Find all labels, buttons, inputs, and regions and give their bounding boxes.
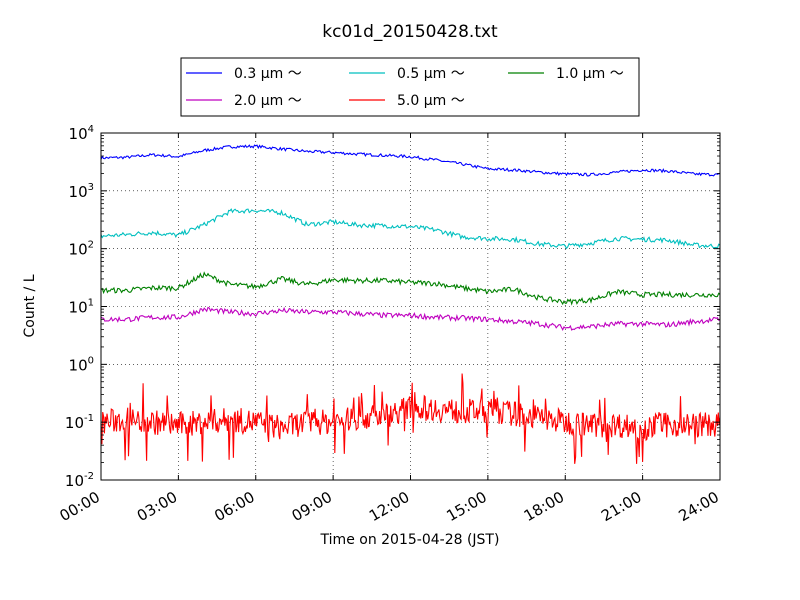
legend-label: 5.0 μm ～ xyxy=(397,93,465,109)
legend: 0.3 μm ～ 0.5 μm ～ 1.0 μm ～ 2.0 μm ～ 5.0 μm ～ xyxy=(180,57,640,117)
series-line xyxy=(100,144,720,177)
y-axis: 10-2 10-1 100 101 102 103 104 xyxy=(65,124,720,490)
legend-label: 1.0 μm ～ xyxy=(556,66,624,82)
y-tick-label: 101 xyxy=(69,298,94,317)
series-line xyxy=(100,208,721,250)
y-tick-label: 100 xyxy=(69,355,94,374)
x-axis-label: Time on 2015-04-28 (JST) xyxy=(320,532,500,548)
chart-title: kc01d_20150428.txt xyxy=(322,22,498,42)
y-tick-label: 103 xyxy=(69,182,94,201)
y-axis-label: Count / L xyxy=(22,274,38,337)
legend-label: 2.0 μm ～ xyxy=(234,93,302,109)
series-lines xyxy=(100,144,721,464)
y-tick-label: 10-2 xyxy=(65,471,94,490)
legend-label: 0.5 μm ～ xyxy=(397,66,465,82)
y-tick-label: 10-1 xyxy=(65,413,94,432)
series-line xyxy=(100,373,721,464)
legend-label: 0.3 μm ～ xyxy=(234,66,302,82)
series-line xyxy=(100,271,721,306)
y-tick-label: 102 xyxy=(69,240,94,259)
series-line xyxy=(100,306,721,331)
y-tick-label: 104 xyxy=(69,124,94,143)
legend-box xyxy=(180,57,640,117)
